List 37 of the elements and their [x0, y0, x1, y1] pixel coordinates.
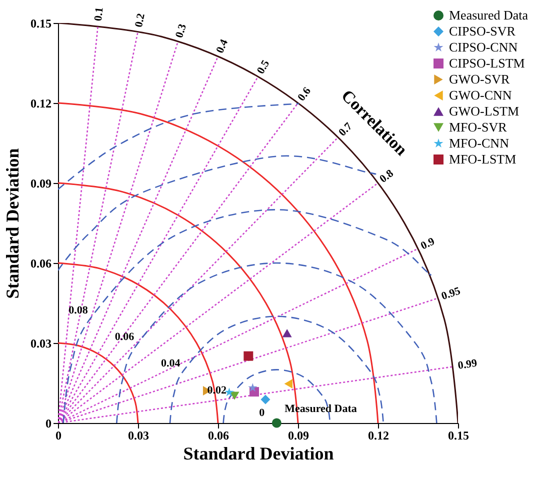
x-tick-label: 0.03 [128, 428, 149, 442]
legend-label: Measured Data [449, 8, 528, 22]
y-tick-label: 0 [46, 416, 52, 430]
annotation: 0.3 [173, 22, 190, 40]
annotation: 0.04 [161, 358, 181, 370]
legend-label: MFO-LSTM [449, 152, 517, 166]
legend-label: MFO-CNN [449, 136, 510, 150]
legend-label: CIPSO-SVR [449, 24, 516, 38]
annotation: 0.2 [132, 12, 148, 28]
annotation: 0.6 [296, 84, 314, 104]
legend-label: CIPSO-LSTM [449, 56, 526, 70]
annotation: 0 [259, 407, 266, 419]
legend-label: CIPSO-CNN [449, 40, 518, 54]
annotation: 0.99 [457, 357, 478, 372]
x-axis-title: Standard Deviation [183, 444, 334, 464]
legend-label: GWO-CNN [449, 88, 512, 102]
x-tick-label: 0.06 [208, 428, 229, 442]
x-tick-label: 0.12 [368, 428, 389, 442]
x-tick-label: 0.15 [448, 428, 469, 442]
y-tick-label: 0.12 [30, 96, 52, 110]
y-axis-title: Standard Deviation [2, 148, 22, 299]
y-tick-label: 0.09 [30, 176, 52, 190]
y-tick-label: 0.03 [30, 336, 52, 350]
annotation: 0.06 [114, 331, 135, 343]
y-tick-label: 0.06 [30, 256, 52, 270]
y-tick-label: 0.15 [30, 16, 52, 30]
x-tick-label: 0 [56, 428, 62, 442]
annotation: 0.1 [92, 6, 106, 22]
legend-label: GWO-LSTM [449, 104, 520, 118]
annotation: 0.8 [378, 167, 396, 186]
annotation: 0.9 [418, 235, 438, 252]
annotation: 0.95 [440, 284, 462, 303]
annotation: 0.5 [254, 58, 272, 76]
legend-label: GWO-SVR [449, 72, 510, 86]
x-tick-label: 0.09 [288, 428, 309, 442]
annotation: 0.4 [214, 37, 231, 56]
legend-label: MFO-SVR [449, 120, 508, 134]
